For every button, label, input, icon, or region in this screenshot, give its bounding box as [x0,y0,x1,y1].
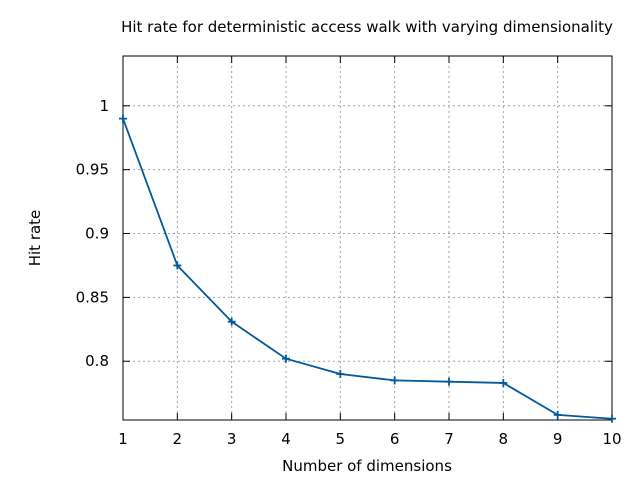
x-tick-label: 1 [118,430,128,448]
grid-lines [123,56,612,420]
x-tick-label: 10 [602,430,621,448]
x-tick-label: 8 [499,430,509,448]
data-point [608,414,616,423]
data-point [282,354,290,363]
x-tick-label: 3 [227,430,237,448]
data-point [336,370,345,379]
x-tick-label: 2 [173,430,183,448]
x-tick-label: 4 [281,430,291,448]
data-point [173,261,182,270]
chart-title: Hit rate for deterministic access walk w… [121,18,613,36]
y-tick-label: 0.85 [76,288,109,306]
plot-frame [122,55,613,421]
data-point [553,410,562,419]
y-tick-label: 0.9 [85,225,109,243]
y-tick-label: 0.8 [85,352,109,370]
data-point [119,114,127,123]
x-tick-label: 5 [336,430,346,448]
x-tick-label: 6 [390,430,400,448]
series-line [122,118,613,420]
y-axis-label: Hit rate [26,210,44,267]
data-point [499,378,508,387]
data-point [227,317,236,326]
data-point [390,376,399,385]
data-series [119,114,616,423]
x-tick-label: 9 [553,430,563,448]
data-point [445,377,453,386]
x-axis-label: Number of dimensions [282,457,452,475]
x-tick-label: 7 [444,430,454,448]
axis-ticks: 1 2 3 4 5 6 7 8 9 10 0.8 0.85 0.9 0.95 1 [76,56,622,448]
y-tick-label: 1 [99,97,109,115]
y-tick-label: 0.95 [76,161,109,179]
